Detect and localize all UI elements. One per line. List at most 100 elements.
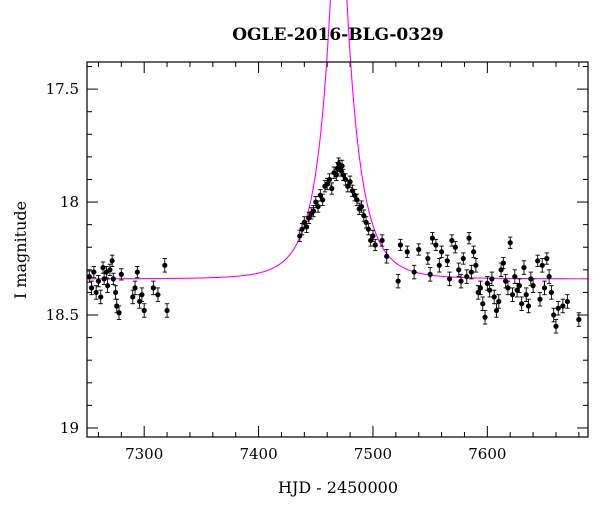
data-point bbox=[576, 312, 582, 327]
point-marker bbox=[512, 274, 518, 280]
point-marker bbox=[530, 283, 536, 289]
y-tick-label: 17.5 bbox=[46, 80, 79, 98]
data-point bbox=[458, 273, 464, 289]
data-point bbox=[548, 285, 554, 300]
point-marker bbox=[438, 249, 445, 255]
point-marker bbox=[164, 307, 170, 314]
data-point bbox=[162, 258, 168, 273]
data-point bbox=[535, 254, 541, 267]
data-point bbox=[553, 319, 559, 334]
point-marker bbox=[477, 285, 484, 291]
data-point bbox=[521, 260, 527, 275]
point-marker bbox=[433, 242, 439, 248]
data-point bbox=[361, 209, 367, 222]
data-point bbox=[141, 303, 147, 318]
data-point bbox=[477, 280, 484, 296]
point-marker bbox=[372, 242, 378, 248]
data-point bbox=[358, 200, 365, 213]
point-marker bbox=[342, 176, 349, 183]
point-marker bbox=[493, 307, 500, 314]
data-point bbox=[449, 234, 455, 247]
point-marker bbox=[91, 269, 97, 275]
point-marker bbox=[88, 285, 95, 291]
data-point bbox=[551, 307, 557, 323]
point-marker bbox=[141, 307, 147, 314]
data-point bbox=[519, 296, 525, 311]
point-marker bbox=[516, 283, 522, 289]
point-marker bbox=[471, 249, 477, 255]
data-point bbox=[86, 270, 92, 283]
data-point bbox=[155, 287, 161, 302]
point-marker bbox=[162, 262, 168, 268]
data-point bbox=[525, 298, 532, 314]
x-tick-label: 7600 bbox=[468, 445, 506, 463]
model-curve bbox=[87, 0, 588, 280]
data-point bbox=[354, 193, 360, 206]
point-marker bbox=[553, 323, 559, 329]
data-point bbox=[164, 303, 170, 318]
point-marker bbox=[523, 292, 529, 298]
data-point bbox=[326, 173, 333, 186]
point-marker bbox=[116, 310, 122, 316]
x-tick-label: 7500 bbox=[354, 445, 392, 463]
point-marker bbox=[306, 215, 312, 221]
data-point bbox=[110, 272, 116, 285]
data-point bbox=[130, 289, 136, 305]
data-point bbox=[468, 264, 474, 280]
data-point bbox=[482, 310, 488, 325]
data-point bbox=[541, 280, 548, 296]
point-marker bbox=[505, 285, 511, 291]
point-marker bbox=[345, 183, 351, 189]
x-tick-label: 7300 bbox=[125, 445, 163, 463]
data-point bbox=[363, 216, 369, 229]
point-marker bbox=[489, 276, 495, 282]
data-point bbox=[329, 182, 335, 195]
data-point bbox=[460, 252, 466, 265]
point-marker bbox=[333, 172, 339, 178]
data-point bbox=[560, 298, 566, 314]
point-marker bbox=[444, 258, 450, 264]
data-point bbox=[436, 258, 442, 273]
point-marker bbox=[539, 262, 545, 268]
data-point bbox=[395, 273, 401, 289]
point-marker bbox=[576, 316, 582, 323]
data-point bbox=[310, 204, 317, 218]
data-point bbox=[404, 245, 410, 258]
data-point bbox=[411, 264, 417, 280]
point-marker bbox=[368, 237, 374, 244]
point-marker bbox=[473, 262, 479, 268]
point-marker bbox=[475, 289, 481, 296]
point-marker bbox=[326, 176, 333, 183]
data-point bbox=[444, 254, 450, 267]
point-marker bbox=[109, 258, 115, 264]
data-point bbox=[425, 252, 431, 265]
point-marker bbox=[112, 289, 119, 296]
point-marker bbox=[436, 262, 442, 268]
data-point bbox=[496, 294, 502, 309]
data-point bbox=[505, 280, 511, 296]
point-marker bbox=[379, 237, 385, 244]
y-tick-label: 19 bbox=[60, 419, 79, 437]
data-point bbox=[512, 269, 518, 284]
point-marker bbox=[297, 233, 303, 239]
point-marker bbox=[104, 283, 111, 289]
point-marker bbox=[521, 264, 527, 271]
point-marker bbox=[349, 188, 355, 194]
point-marker bbox=[395, 278, 401, 284]
data-point bbox=[372, 238, 378, 252]
data-point bbox=[489, 271, 495, 287]
point-marker bbox=[425, 255, 431, 262]
data-point bbox=[112, 285, 119, 300]
y-tick-label: 18 bbox=[60, 193, 79, 211]
point-marker bbox=[456, 267, 462, 273]
x-tick-label: 7400 bbox=[239, 445, 277, 463]
data-point bbox=[452, 241, 458, 254]
data-point bbox=[507, 236, 513, 249]
point-marker bbox=[487, 287, 493, 293]
point-marker bbox=[107, 267, 113, 273]
point-marker bbox=[304, 224, 310, 230]
point-marker bbox=[100, 264, 106, 271]
data-point bbox=[91, 265, 97, 279]
data-point bbox=[416, 243, 422, 256]
data-point bbox=[116, 305, 122, 320]
